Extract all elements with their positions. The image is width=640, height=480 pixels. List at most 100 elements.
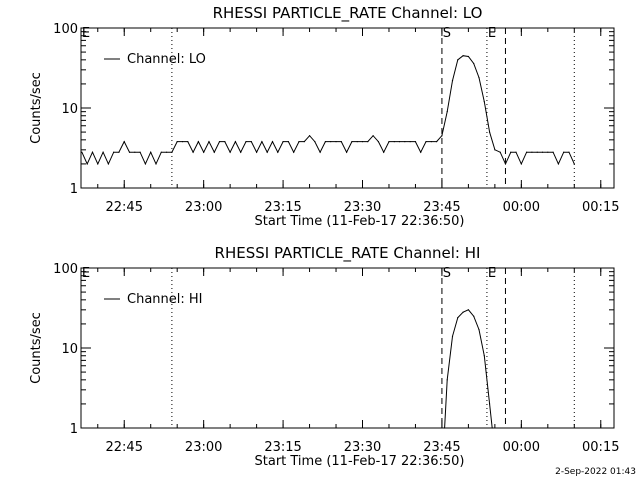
data-point	[107, 163, 109, 165]
data-point	[504, 163, 507, 165]
data-point	[308, 135, 311, 137]
data-point	[488, 131, 491, 133]
data-point	[377, 141, 379, 143]
x-axis-label: Start Time (11-Feb-17 22:36:50)	[255, 454, 465, 469]
event-marker-label: S	[443, 266, 451, 281]
data-point	[499, 151, 501, 153]
data-point	[261, 141, 263, 143]
y-axis-label: Counts/sec	[29, 72, 44, 144]
data-point	[483, 355, 485, 357]
data-point	[520, 163, 522, 165]
x-tick-label: 23:45	[423, 440, 460, 455]
data-point	[531, 151, 533, 153]
data-point	[552, 151, 554, 153]
y-tick-label: 1	[70, 422, 78, 437]
data-point	[91, 151, 94, 153]
data-point	[451, 80, 454, 82]
event-marker-label: S	[443, 26, 451, 41]
data-point	[203, 151, 205, 153]
data-point	[478, 76, 480, 79]
data-point	[118, 151, 120, 153]
data-point	[478, 328, 480, 331]
x-tick-label: 23:45	[423, 200, 460, 215]
data-point	[346, 151, 348, 153]
data-point	[282, 141, 284, 143]
data-point	[515, 151, 517, 153]
data-point	[197, 141, 199, 143]
data-point	[473, 315, 475, 317]
data-point	[293, 151, 295, 153]
y-tick-label: 10	[61, 102, 78, 117]
y-axis-label: Counts/sec	[29, 312, 44, 384]
data-point	[541, 151, 544, 153]
data-point	[404, 141, 406, 143]
x-tick-label: 22:45	[106, 440, 143, 455]
data-point	[457, 59, 459, 61]
data-point	[250, 141, 252, 143]
x-tick-label: 00:00	[503, 440, 540, 455]
data-point	[398, 141, 401, 143]
data-point	[181, 141, 184, 143]
data-point	[234, 141, 237, 143]
y-tick-label: 100	[53, 22, 78, 37]
data-point	[155, 163, 157, 165]
data-point	[165, 151, 168, 153]
data-point	[351, 141, 353, 143]
data-point	[414, 141, 417, 143]
data-point	[245, 141, 247, 143]
x-tick-label: 22:45	[106, 200, 143, 215]
data-point	[218, 141, 221, 143]
data-point	[324, 141, 327, 143]
event-marker-label: E	[488, 266, 496, 281]
data-point	[494, 149, 496, 151]
data-point	[443, 427, 446, 429]
data-point	[102, 151, 104, 153]
legend-label: Channel: HI	[127, 292, 203, 307]
data-point	[314, 141, 316, 143]
data-point	[409, 141, 411, 143]
data-point	[171, 151, 173, 153]
data-point	[467, 309, 469, 311]
data-point	[491, 427, 493, 429]
x-tick-label: 23:30	[344, 440, 381, 455]
data-point	[176, 141, 178, 143]
y-tick-label: 10	[61, 342, 78, 357]
data-point	[160, 151, 162, 153]
footer-date: 2-Sep-2022 01:43	[555, 467, 636, 477]
data-point	[446, 379, 448, 381]
y-tick-label: 100	[53, 262, 78, 277]
data-point	[123, 141, 125, 143]
data-point	[266, 151, 268, 153]
data-point	[547, 151, 549, 153]
data-point	[298, 141, 300, 143]
data-point	[330, 141, 332, 143]
data-point	[457, 316, 459, 319]
data-point	[557, 163, 560, 165]
data-point	[526, 151, 528, 153]
data-point	[97, 163, 99, 165]
data-point	[441, 135, 443, 137]
x-tick-label: 23:15	[264, 440, 301, 455]
data-point	[224, 141, 226, 143]
event-marker-label: E	[488, 26, 496, 41]
data-point	[340, 141, 342, 143]
data-point	[256, 151, 258, 153]
data-point	[367, 141, 369, 143]
data-point	[393, 141, 395, 143]
data-point	[128, 151, 131, 153]
data-point	[451, 335, 454, 337]
data-point	[467, 55, 469, 58]
y-tick-label: 1	[70, 182, 78, 197]
data-point	[510, 151, 512, 153]
x-axis-label: Start Time (11-Feb-17 22:36:50)	[255, 214, 465, 229]
data-point	[229, 151, 231, 153]
data-point	[483, 101, 485, 103]
data-point	[134, 151, 136, 153]
data-point	[335, 141, 337, 143]
data-point	[144, 163, 147, 165]
event-marker-label: E	[82, 266, 90, 281]
data-point	[139, 151, 141, 153]
lo-channel-panel: RHESSI PARTICLE_RATE Channel: LO 1 10 100 22…	[29, 4, 619, 229]
x-tick-label: 00:15	[582, 440, 619, 455]
